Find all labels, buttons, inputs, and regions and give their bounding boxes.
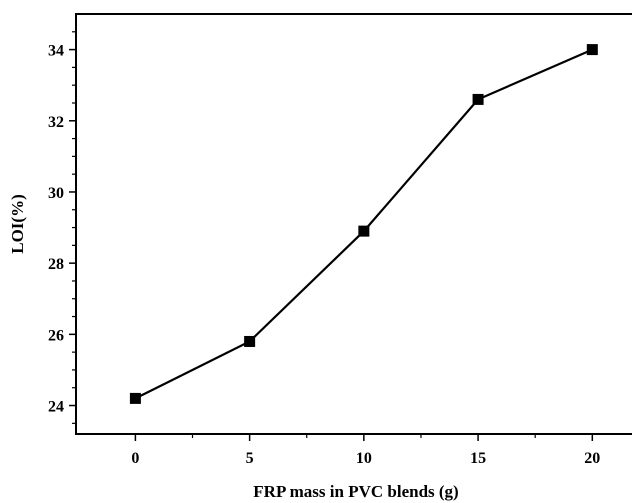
data-point-marker — [358, 225, 370, 237]
x-tick-label: 5 — [246, 450, 254, 467]
y-tick-label: 24 — [48, 399, 64, 416]
series-line — [134, 48, 593, 400]
x-tick-label: 20 — [584, 450, 600, 467]
y-tick-label: 28 — [48, 256, 64, 273]
data-point-marker — [472, 93, 484, 105]
y-axis-ticks: 24 26 28 30 32 34 — [48, 31, 76, 424]
data-point-marker — [586, 44, 598, 56]
y-tick-label: 26 — [48, 327, 64, 344]
x-tick-label: 15 — [470, 450, 486, 467]
x-axis-ticks: 0 5 10 15 20 — [131, 434, 600, 467]
y-tick-label: 34 — [48, 43, 64, 60]
data-point-marker — [244, 335, 256, 347]
y-axis-title: LOI(%) — [8, 194, 27, 254]
x-tick-label: 0 — [131, 450, 139, 467]
plot-frame — [75, 13, 632, 435]
data-point-marker — [129, 392, 141, 404]
x-tick-label: 10 — [356, 450, 372, 467]
y-tick-label: 30 — [48, 185, 64, 202]
series-layer — [129, 44, 598, 404]
x-axis-title: FRP mass in PVC blends (g) — [253, 482, 458, 501]
y-tick-label: 32 — [48, 114, 64, 131]
